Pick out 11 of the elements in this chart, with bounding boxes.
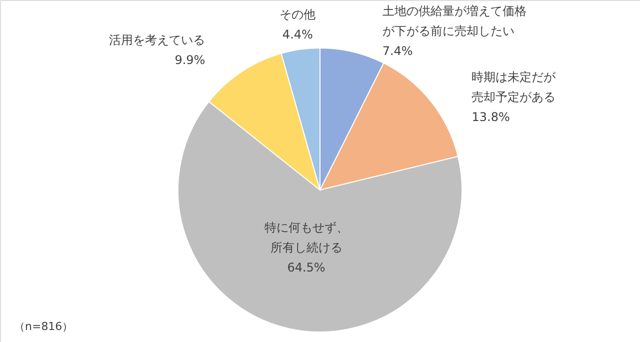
data-label: 9.9%	[174, 53, 206, 68]
slice-label: 特に何もせず、所有し続ける	[264, 220, 348, 254]
slice-label: 土地の供給量が増えて価格が下がる前に売却したい	[382, 4, 526, 38]
data-label: 4.4%	[282, 28, 313, 42]
slice-label: その他	[280, 8, 316, 22]
text: （n=816）	[14, 320, 74, 333]
slice-label: 時期は未定だが売却予定がある	[472, 70, 557, 104]
data-label: 13.8%	[472, 110, 510, 124]
data-label: 64.5%	[287, 260, 326, 274]
slice-label: 活用を考えている	[109, 33, 206, 48]
data-label: 7.4%	[382, 44, 413, 58]
